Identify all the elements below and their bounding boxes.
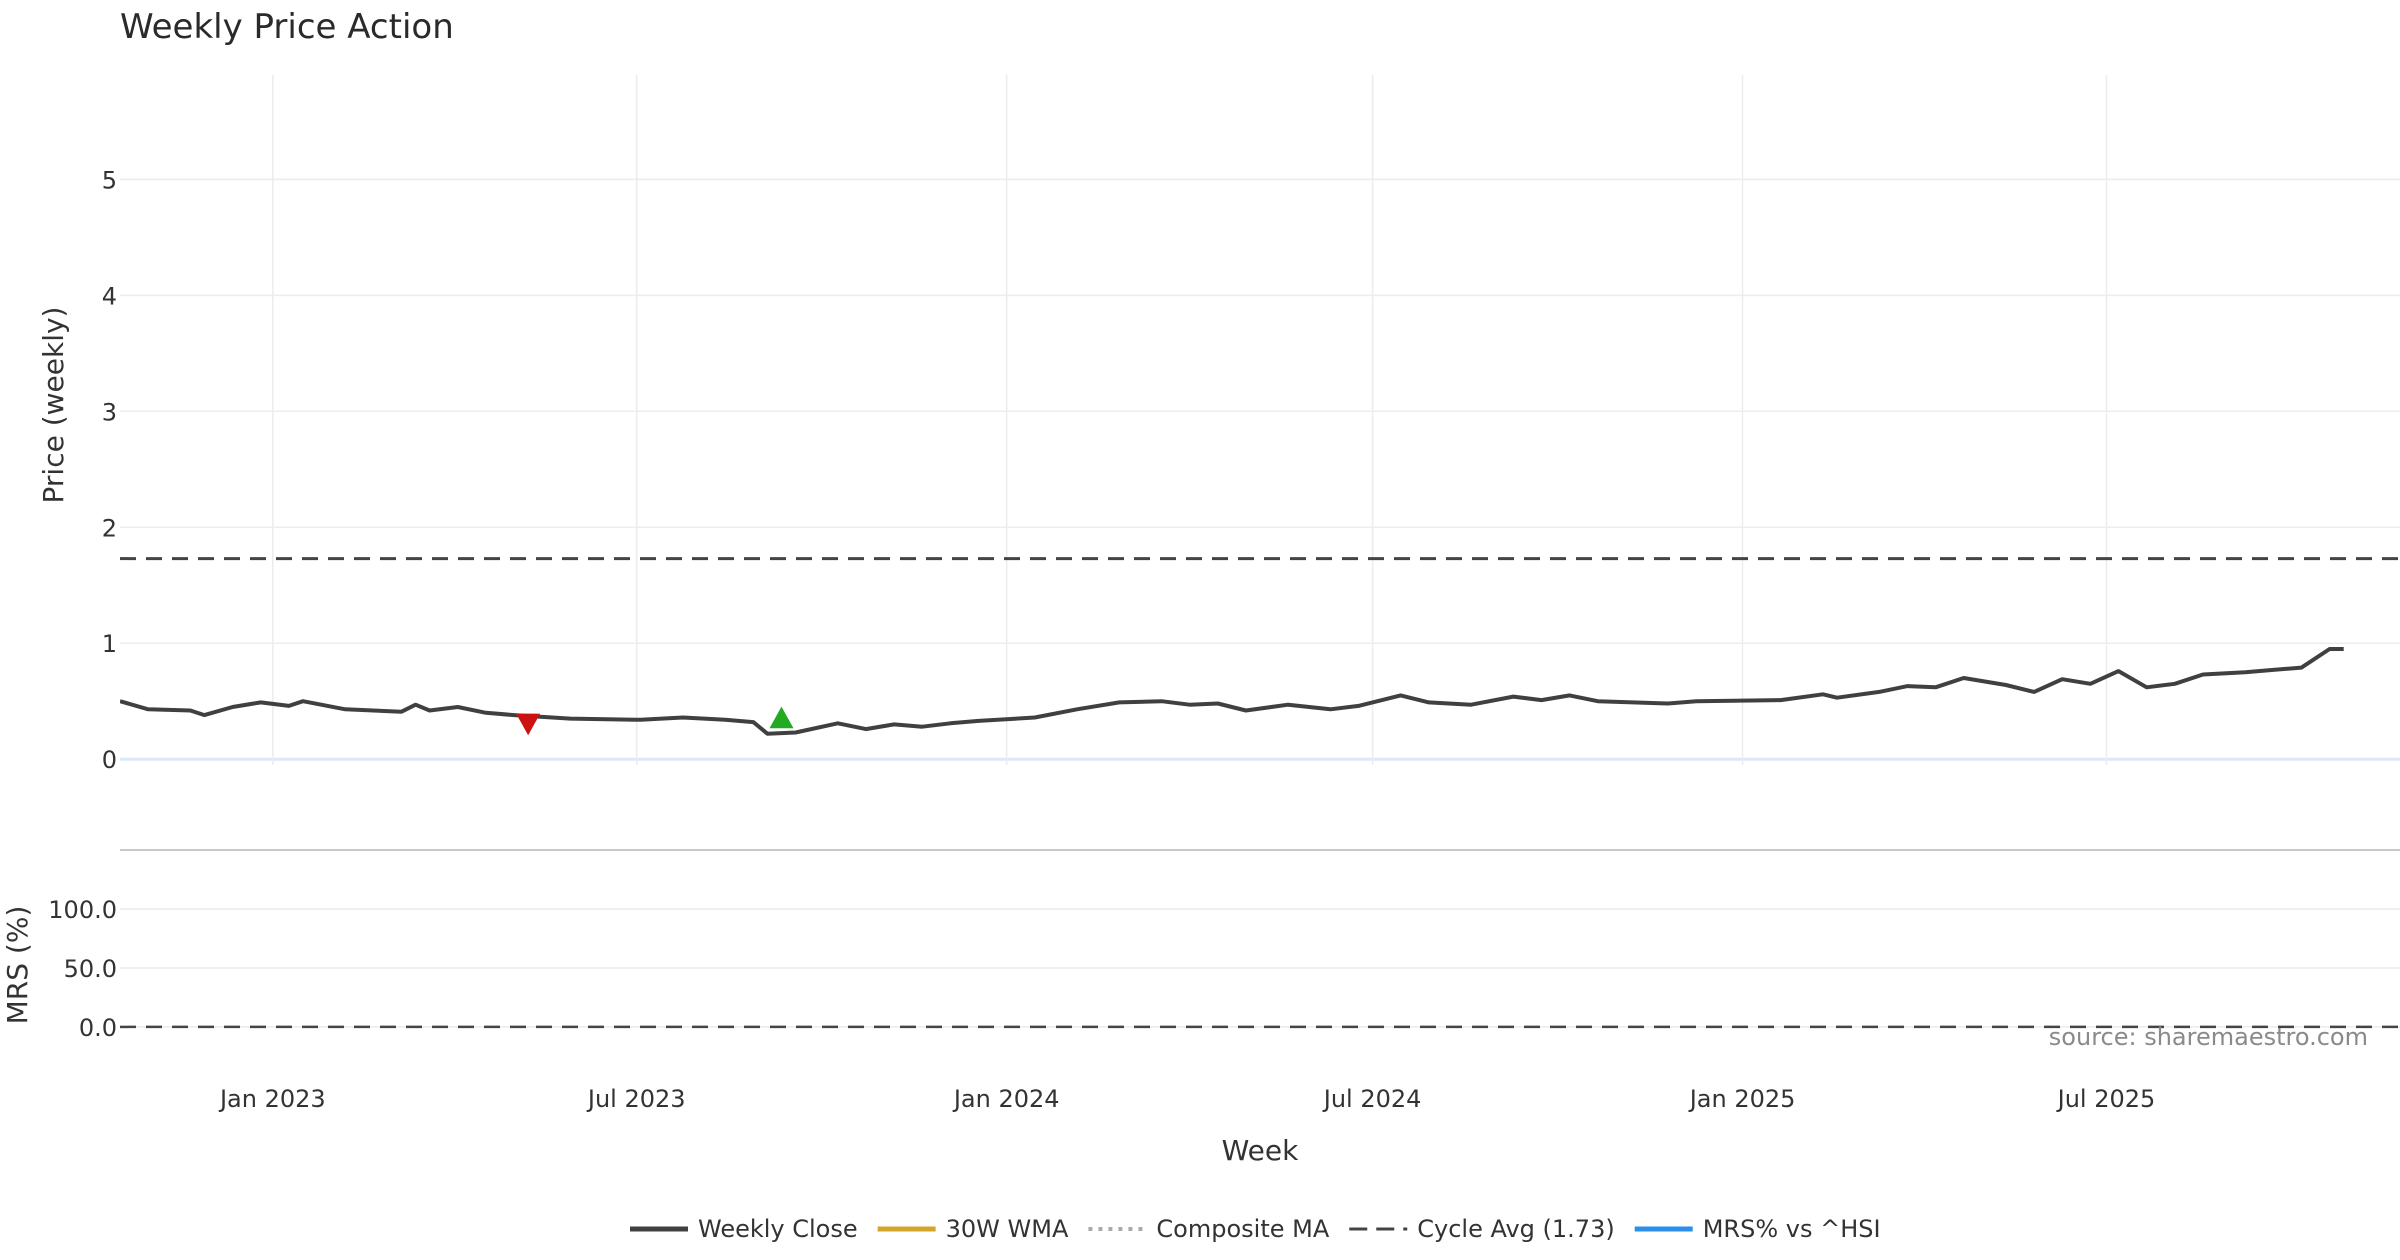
mrs-y-tick-label: 100.0 [48,896,117,924]
x-tick-label: Jul 2023 [586,1085,686,1113]
x-tick-label: Jul 2025 [2056,1085,2156,1113]
mrs-panel: 0.0 50.0 100.0 MRS (%) source: sharemaestr… [1,849,2400,1051]
signal-markers [516,706,794,736]
x-tick-label: Jul 2024 [1322,1085,1422,1113]
x-tick-label: Jan 2024 [952,1085,1060,1113]
legend-label: 30W WMA [946,1215,1069,1243]
legend-label: Cycle Avg (1.73) [1417,1215,1614,1243]
weekly-close-line [120,647,2344,736]
mrs-y-ticks: 0.0 50.0 100.0 [48,896,117,1042]
legend: Weekly Close 30W WMA Composite MA Cycle Avg… [630,1215,1881,1243]
price-y-tick-label: 3 [102,398,117,426]
legend-item: Cycle Avg (1.73) [1349,1215,1615,1243]
price-y-tick-label: 5 [102,166,117,194]
sell-signal-marker [516,713,541,736]
price-y-tick-label: 0 [102,746,117,774]
source-credit: source: sharemaestro.com [2049,1023,2368,1051]
price-panel: 0 1 2 3 4 5 Price (weekly) [37,75,2400,774]
mrs-gridlines [120,908,2400,1028]
x-axis-label: Week [1222,1134,1299,1167]
price-y-ticks: 0 1 2 3 4 5 [102,166,117,774]
mrs-y-tick-label: 50.0 [64,955,117,983]
price-y-tick-label: 2 [102,514,117,542]
mrs-y-tick-label: 0.0 [79,1014,117,1042]
x-axis-ticks: Jan 2023 Jul 2023 Jan 2024 Jul 2024 Jan 2025… [218,1085,2155,1113]
buy-signal-marker [769,706,794,729]
x-tick-label: Jan 2023 [218,1085,326,1113]
mrs-y-axis-label: MRS (%) [1,906,34,1025]
legend-label: Composite MA [1156,1215,1329,1243]
price-y-axis-label: Price (weekly) [37,307,70,504]
legend-item: Weekly Close [630,1215,858,1243]
price-y-tick-label: 4 [102,282,117,310]
legend-label: Weekly Close [698,1215,858,1243]
price-y-tick-label: 1 [102,630,117,658]
legend-label: MRS% vs ^HSI [1703,1215,1881,1243]
x-tick-label: Jan 2025 [1688,1085,1796,1113]
legend-item: MRS% vs ^HSI [1634,1215,1881,1243]
price-gridlines [120,75,2400,765]
legend-item: 30W WMA [877,1215,1069,1243]
legend-item: Composite MA [1088,1215,1330,1243]
chart-title: Weekly Price Action [120,7,454,47]
